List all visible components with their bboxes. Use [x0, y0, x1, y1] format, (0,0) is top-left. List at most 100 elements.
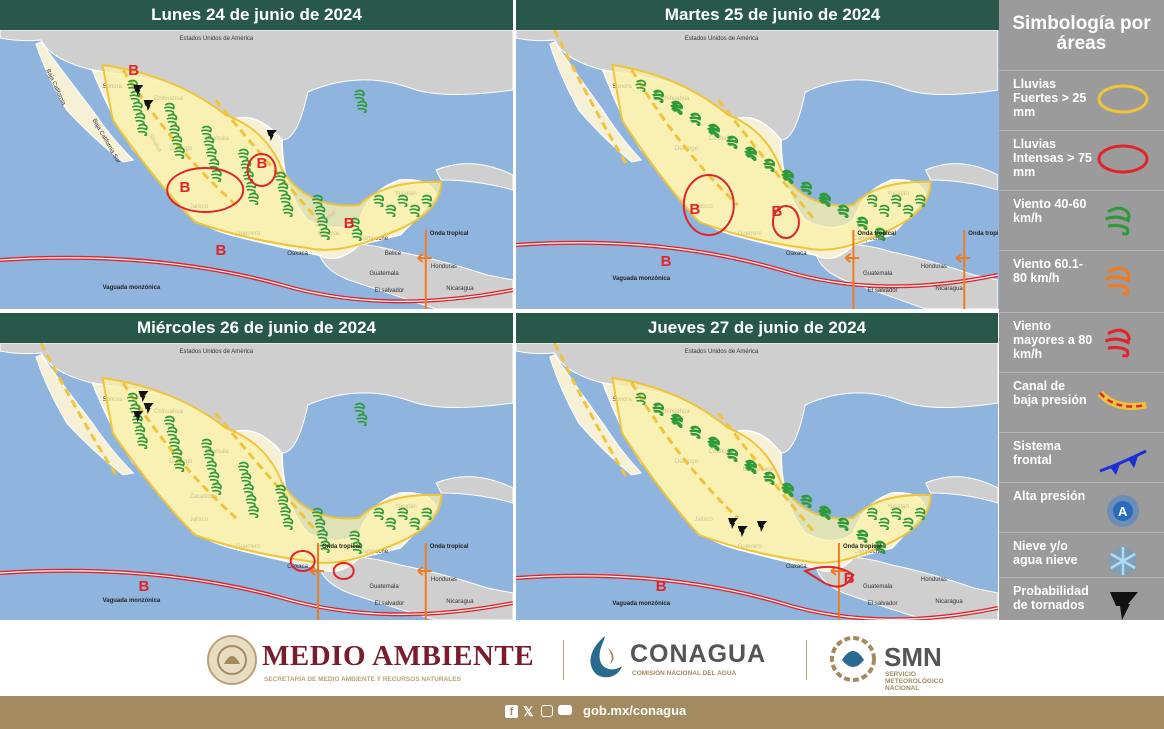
- low-pressure-label: B: [344, 215, 355, 232]
- wind-icon: [800, 494, 812, 508]
- facebook-icon[interactable]: f: [505, 705, 518, 718]
- wind-icon: [781, 482, 793, 496]
- wind-icon: [856, 216, 868, 230]
- legend-label: Sistema frontal: [1013, 439, 1061, 467]
- map-label-oaxaca: Oaxaca: [287, 251, 308, 257]
- map-label-usa: Estados Unidos de América: [685, 36, 759, 42]
- map-panel-1: Lunes 24 de junio de 2024 Estados Unidos…: [0, 0, 513, 309]
- legend-item-high-pressure: Alta presión A: [999, 482, 1164, 541]
- intense-rain-area: [166, 167, 245, 213]
- wind-icon: [874, 540, 886, 554]
- legend-item-orange-wind: Viento 60.1-80 km/h: [999, 250, 1164, 309]
- low-pressure-trough: [39, 343, 120, 479]
- wind-icon: [689, 112, 701, 126]
- low-pressure-label: B: [656, 578, 667, 595]
- wind-icon: [874, 227, 886, 241]
- medio-ambiente-subtitle: SECRETARÍA DE MEDIO AMBIENTE Y RECURSOS …: [264, 676, 461, 683]
- map-label-nicaragua: Nicaragua: [935, 286, 963, 292]
- panel-title: Jueves 27 de junio de 2024: [516, 313, 998, 343]
- wind-icon: [763, 158, 775, 172]
- map-label-usa: Estados Unidos de América: [180, 36, 254, 42]
- smn-text: SMN: [884, 642, 942, 672]
- wind-icon: [781, 169, 793, 183]
- wind-icon: [210, 482, 222, 496]
- wind-icon: [890, 194, 902, 208]
- wind-icon: [866, 194, 878, 208]
- map-label-oaxaca: Oaxaca: [786, 251, 807, 257]
- map-label-guatemala: Guatemala: [863, 584, 893, 590]
- wind-icon: [763, 471, 775, 485]
- conagua-emblem-icon: [590, 636, 622, 678]
- snowflake-icon: [1109, 547, 1137, 575]
- legend-item-yellow-ellipse: Lluvias Fuertes > 25 mm: [999, 70, 1164, 129]
- low-pressure-label: B: [180, 179, 191, 196]
- low-pressure-trough: [717, 99, 816, 221]
- social-bar: f 𝕏 gob.mx/conagua: [0, 696, 1164, 729]
- panel-title: Miércoles 26 de junio de 2024: [0, 313, 513, 343]
- map-label-nicaragua: Nicaragua: [935, 599, 963, 605]
- wind-icon: [707, 436, 719, 450]
- map-label-vaguada: Vaguada monzónica: [103, 598, 161, 604]
- map-label-guatemala: Guatemala: [369, 271, 399, 277]
- legend-label: Viento 40-60 km/h: [1013, 197, 1087, 225]
- wind-icon: [652, 89, 664, 103]
- wind-icon: [652, 402, 664, 416]
- panel-title: Lunes 24 de junio de 2024: [0, 0, 513, 30]
- map-panel-4: Jueves 27 de junio de 2024 Estados Unido…: [516, 313, 998, 620]
- wind-icon: [373, 194, 385, 208]
- intense-rain-area: [771, 205, 800, 239]
- wind-icon: [856, 529, 868, 543]
- social-link[interactable]: gob.mx/conagua: [583, 703, 687, 718]
- x-icon[interactable]: 𝕏: [523, 704, 534, 719]
- wind-icon: [635, 392, 647, 406]
- instagram-icon[interactable]: [541, 705, 553, 717]
- legend-item-low-pressure-trough: Canal de baja presión: [999, 372, 1164, 431]
- smn-subtitle: SERVICIO METEOROLÓGICO NACIONAL: [885, 671, 944, 692]
- low-pressure-trough: [717, 412, 816, 534]
- wind-icon: [800, 181, 812, 195]
- wind-icon: [136, 436, 148, 450]
- map-label-vaguada: Vaguada monzónica: [103, 285, 161, 291]
- wind-icon: [373, 507, 385, 521]
- wind-icon: [409, 204, 421, 218]
- wind-icon: [409, 517, 421, 531]
- legend-item-snowflake: Nieve y/o agua nieve: [999, 532, 1164, 591]
- wind-icon: [726, 135, 738, 149]
- wind-icon: [744, 146, 756, 160]
- map-label-onda: Onda tropical: [430, 231, 469, 237]
- orange-wind-icon: [1105, 266, 1131, 296]
- low-pressure-trough: [214, 99, 320, 221]
- tornado-icon: [138, 391, 149, 402]
- low-pressure-label: B: [690, 201, 701, 218]
- wind-icon: [247, 505, 259, 519]
- forecast-map: Estados Unidos de AméricaSonoraChihuahua…: [516, 30, 998, 309]
- map-label-vaguada: Vaguada monzónica: [612, 601, 670, 607]
- map-label-guatemala: Guatemala: [369, 584, 399, 590]
- map-label-honduras: Honduras: [431, 577, 457, 583]
- conagua-text: CONAGUA: [630, 640, 767, 668]
- low-pressure-trough: [553, 343, 629, 479]
- youtube-icon[interactable]: [558, 705, 572, 715]
- intense-rain-area: [246, 153, 277, 187]
- heavy-rain-area: [611, 376, 932, 564]
- panel-title: Martes 25 de junio de 2024: [516, 0, 1029, 30]
- map-label-honduras: Honduras: [431, 264, 457, 270]
- wind-icon: [837, 517, 849, 531]
- map-panel-2: Martes 25 de junio de 2024 Estados Unido…: [516, 0, 1029, 309]
- forecast-map: Estados Unidos de AméricaSonoraChihuahua…: [0, 343, 513, 620]
- red-wind-icon: [1105, 328, 1131, 358]
- tornado-icon: [133, 85, 144, 96]
- wind-icon: [914, 194, 926, 208]
- wind-icon: [726, 448, 738, 462]
- wind-icon: [356, 100, 368, 114]
- wind-icon: [818, 505, 830, 519]
- legend-item-green-wind: Viento 40-60 km/h: [999, 190, 1164, 249]
- map-label-usa: Estados Unidos de América: [180, 349, 254, 355]
- heavy-rain-area: [611, 63, 932, 251]
- wind-icon: [421, 507, 433, 521]
- wind-icon: [421, 194, 433, 208]
- map-label-elsalvador: El salvador: [868, 601, 898, 607]
- wind-icon: [282, 517, 294, 531]
- svg-text:A: A: [1118, 504, 1128, 519]
- wind-icon: [385, 517, 397, 531]
